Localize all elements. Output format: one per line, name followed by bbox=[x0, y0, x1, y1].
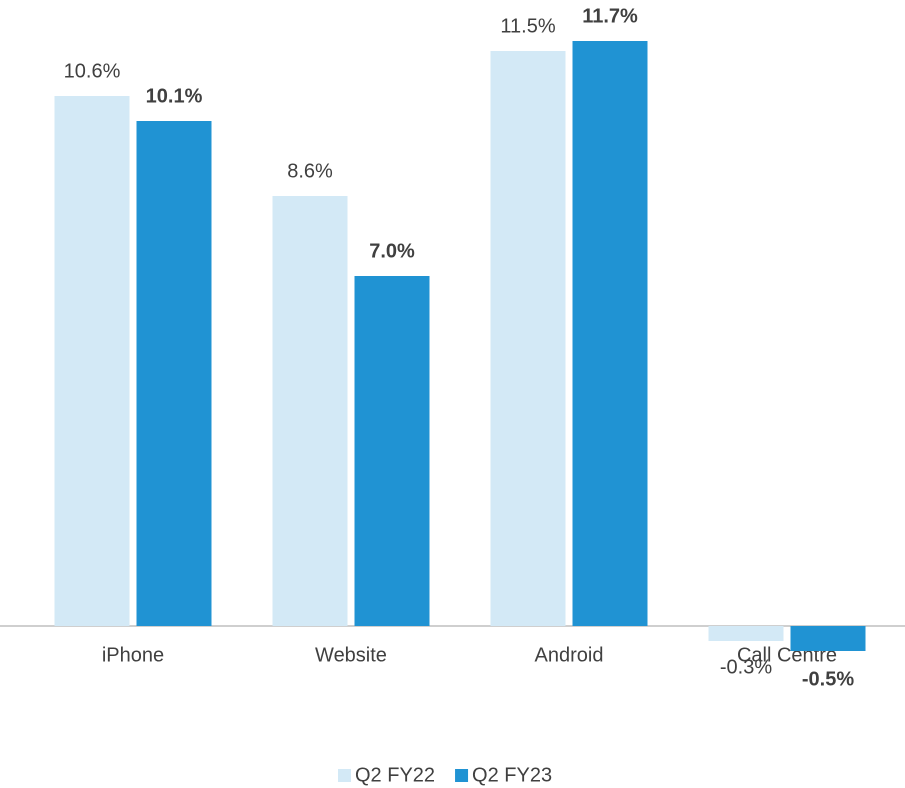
data-label: 7.0% bbox=[369, 240, 415, 262]
data-label: 11.7% bbox=[582, 5, 638, 27]
x-tick-label: iPhone bbox=[102, 644, 164, 666]
bar bbox=[136, 121, 212, 626]
legend-swatch bbox=[455, 769, 469, 782]
legend-label: Q2 FY22 bbox=[355, 764, 435, 786]
data-label: 10.6% bbox=[64, 60, 121, 82]
data-label: -0.5% bbox=[802, 668, 854, 690]
legend-swatch bbox=[338, 769, 351, 782]
bar bbox=[490, 51, 566, 626]
bar bbox=[790, 626, 866, 651]
data-label: 11.5% bbox=[500, 15, 555, 37]
bar bbox=[572, 41, 648, 626]
x-tick-label: Website bbox=[315, 644, 387, 666]
data-label: -0.3% bbox=[720, 656, 772, 678]
legend-label: Q2 FY23 bbox=[472, 764, 552, 786]
data-label: 10.1% bbox=[146, 85, 203, 107]
bar bbox=[54, 96, 130, 626]
bar bbox=[354, 276, 430, 626]
bar bbox=[272, 196, 348, 626]
x-tick-label: Android bbox=[535, 644, 604, 666]
data-label: 8.6% bbox=[287, 160, 333, 182]
bar bbox=[708, 626, 784, 641]
